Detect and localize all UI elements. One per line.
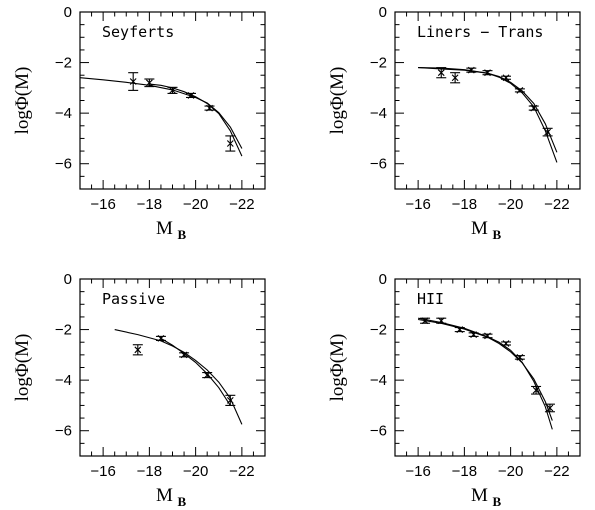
model-curve-1 [79, 77, 243, 149]
data-point [437, 317, 445, 325]
data-point [226, 396, 234, 404]
y-tick-label: −4 [370, 105, 387, 122]
data-point [502, 340, 510, 347]
y-axis-label: logΦ(M) [12, 67, 33, 135]
data-point [470, 331, 478, 339]
x-tick-label: −18 [137, 463, 162, 480]
data-point [421, 317, 429, 325]
data-point [134, 346, 142, 354]
panel-title: Liners − Trans [417, 23, 543, 41]
y-tick-label: −6 [370, 423, 387, 440]
data-point [129, 78, 137, 85]
model-curve-2 [417, 317, 553, 430]
x-tick-label: −20 [183, 463, 208, 480]
x-tick-label: −18 [452, 196, 477, 213]
x-axis-label-subscript: B [493, 227, 502, 242]
data-point [187, 92, 195, 99]
x-axis-label: M [471, 218, 488, 239]
x-tick-label: −16 [90, 463, 115, 480]
data-point [544, 128, 552, 136]
data-point [546, 404, 554, 412]
data-point [157, 335, 165, 342]
data-point [456, 326, 464, 333]
y-tick-label: −4 [370, 372, 387, 389]
model-curve-2 [160, 337, 231, 406]
y-tick-label: 0 [379, 271, 387, 288]
x-tick-label: −22 [544, 196, 569, 213]
data-point [467, 66, 475, 74]
model-curve-2 [418, 67, 558, 163]
data-point [180, 351, 188, 359]
x-tick-label: −22 [229, 196, 254, 213]
x-tick-label: −20 [498, 196, 523, 213]
y-tick-label: −2 [55, 322, 72, 339]
y-tick-label: −2 [370, 55, 387, 72]
x-tick-label: −16 [405, 196, 430, 213]
y-tick-label: −4 [55, 105, 72, 122]
data-point [532, 386, 540, 394]
data-point [206, 104, 213, 112]
model-curve-1 [114, 329, 243, 425]
y-tick-label: −6 [370, 156, 387, 173]
y-axis-label: logΦ(M) [327, 334, 348, 402]
x-axis-label: M [156, 485, 173, 506]
y-tick-label: 0 [379, 4, 387, 21]
data-point [203, 371, 211, 379]
y-tick-label: −2 [370, 322, 387, 339]
data-point [502, 74, 510, 82]
data-point [437, 69, 445, 77]
x-tick-label: −16 [90, 196, 115, 213]
model-curve-2 [149, 83, 243, 157]
x-tick-label: −22 [544, 463, 569, 480]
data-point [530, 104, 538, 112]
y-axis-label: logΦ(M) [12, 334, 33, 402]
data-point [516, 353, 524, 361]
data-point [169, 86, 176, 94]
panel-title: Seyferts [102, 23, 174, 41]
y-tick-label: −2 [55, 55, 72, 72]
x-tick-label: −20 [183, 196, 208, 213]
x-tick-label: −16 [405, 463, 430, 480]
data-point [226, 140, 234, 147]
y-tick-label: −6 [55, 156, 72, 173]
x-axis-label-subscript: B [493, 494, 502, 509]
data-point [516, 86, 524, 94]
panel-title: HII [417, 290, 444, 308]
x-tick-label: −18 [137, 196, 162, 213]
model-curve-1 [418, 318, 553, 421]
y-tick-label: 0 [64, 4, 72, 21]
x-axis-label: M [156, 218, 173, 239]
data-point [145, 79, 153, 87]
x-tick-label: −22 [229, 463, 254, 480]
y-tick-label: 0 [64, 271, 72, 288]
data-point [484, 69, 491, 77]
x-axis-label-subscript: B [178, 494, 187, 509]
x-tick-label: −20 [498, 463, 523, 480]
y-tick-label: −4 [55, 372, 72, 389]
y-axis-label: logΦ(M) [327, 67, 348, 135]
x-axis-label: M [471, 485, 488, 506]
x-tick-label: −18 [452, 463, 477, 480]
panel-title: Passive [102, 290, 165, 308]
y-tick-label: −6 [55, 423, 72, 440]
x-axis-label-subscript: B [178, 227, 187, 242]
data-point [484, 332, 491, 340]
data-point [451, 74, 459, 82]
